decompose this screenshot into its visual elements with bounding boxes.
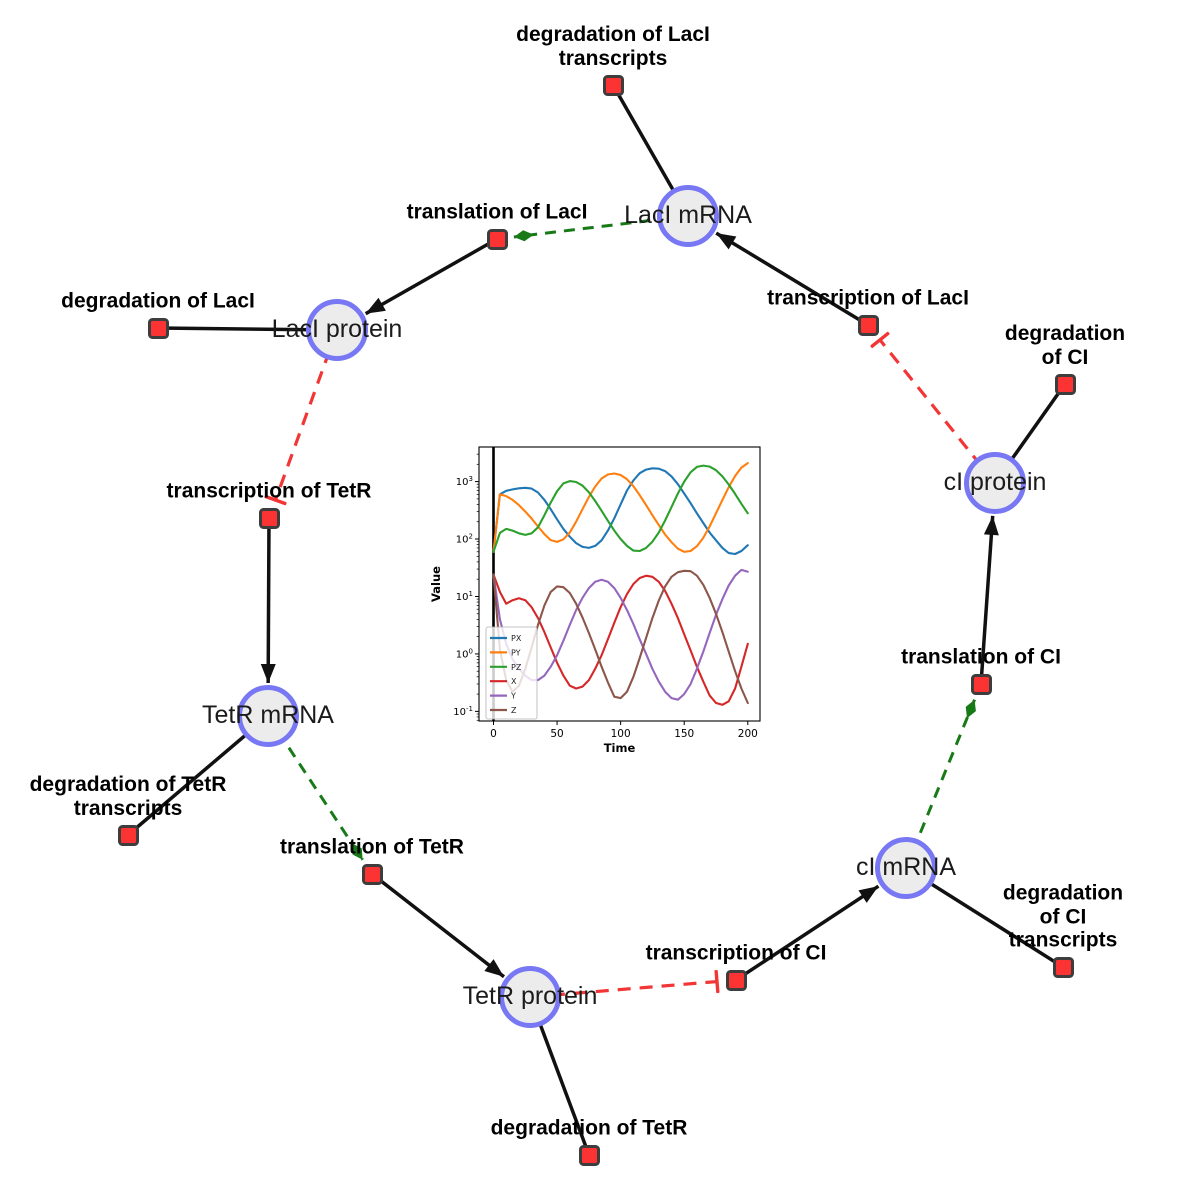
chart-curve-py <box>492 462 749 553</box>
reaction-node-translation-laci <box>486 228 508 250</box>
reaction-label-transcription-ci: transcription of CI <box>645 941 827 965</box>
reaction-node-deg-ci <box>1054 373 1076 395</box>
chart-ylabel: Value <box>429 566 443 602</box>
reaction-node-transcription-laci <box>857 314 879 336</box>
reaction-node-translation-ci <box>970 673 992 695</box>
species-label-ci-protein: cI protein <box>943 467 1047 496</box>
legend-label-y: Y <box>510 692 516 701</box>
x-tick-label: 0 <box>490 728 497 740</box>
reaction-node-deg-ci-transcripts <box>1052 956 1074 978</box>
chart-curve-x <box>492 573 749 706</box>
reaction-label-deg-laci: degradation of LacI <box>61 289 255 313</box>
y-tick-label: 101 <box>456 590 473 603</box>
edge-arrow-translation-ci-to-ci-protein <box>979 515 999 685</box>
reaction-label-deg-laci-transcripts: degradation of LacI transcripts <box>516 22 710 70</box>
edge-arrow-translation-laci-to-laci-protein <box>364 237 498 316</box>
species-label-laci-protein: LacI protein <box>271 314 403 343</box>
x-tick-label: 200 <box>738 728 758 740</box>
reaction-node-deg-laci-transcripts <box>602 74 624 96</box>
species-label-tetr-mrna: TetR mRNA <box>202 700 334 729</box>
species-label-tetr-protein: TetR protein <box>462 981 598 1010</box>
reaction-node-deg-tetr <box>578 1144 600 1166</box>
legend-label-z: Z <box>511 706 517 715</box>
edge-arrow-transcription-tetr-to-tetr-mrna <box>260 517 276 684</box>
reaction-node-transcription-ci <box>725 969 747 991</box>
inset-timeseries-chart: 0 50 100 150 200 10-1 100 101 102 103 Time Value PX P… <box>429 446 761 755</box>
reaction-label-deg-ci: degradation of CI <box>1004 321 1126 369</box>
reaction-label-translation-ci: translation of CI <box>901 645 1061 669</box>
edge-inhibition-tetr-protein-to-transcription-ci <box>529 970 720 999</box>
species-node-laci-protein <box>306 299 368 361</box>
species-node-tetr-protein <box>499 966 561 1028</box>
species-node-laci-mrna <box>657 185 719 247</box>
x-tick-label: 50 <box>550 728 563 740</box>
y-tick-label: 100 <box>456 647 473 660</box>
chart-curve-px <box>492 467 749 556</box>
x-tick-label: 100 <box>611 728 631 740</box>
reaction-node-transcription-tetr <box>258 507 280 529</box>
reaction-label-deg-tetr-transcripts: degradation of TetR transcripts <box>29 772 227 820</box>
edge-arrow-transcription-ci-to-ci-mrna <box>735 884 880 982</box>
legend-label-px: PX <box>511 634 522 643</box>
legend-label-py: PY <box>511 648 521 657</box>
reaction-label-deg-tetr: degradation of TetR <box>490 1116 688 1140</box>
edge-arrow-transcription-laci-to-laci-mrna <box>715 231 869 327</box>
reaction-label-translation-laci: translation of LacI <box>406 200 588 224</box>
y-tick-label: 103 <box>456 475 473 488</box>
species-label-ci-mrna: cI mRNA <box>856 852 956 881</box>
chart-axes-frame <box>478 446 761 722</box>
edge-arrow-translation-tetr-to-tetr-protein <box>370 872 506 979</box>
reaction-label-transcription-tetr: transcription of TetR <box>166 479 372 503</box>
species-node-tetr-mrna <box>237 685 299 747</box>
species-label-laci-mrna: LacI mRNA <box>624 200 752 229</box>
species-node-ci-mrna <box>875 837 937 899</box>
y-tick-label: 10-1 <box>453 705 473 718</box>
reaction-label-translation-tetr: translation of TetR <box>280 835 464 859</box>
legend-label-x: X <box>511 677 517 686</box>
reaction-node-deg-tetr-transcripts <box>117 824 139 846</box>
x-tick-label: 150 <box>674 728 694 740</box>
legend-label-pz: PZ <box>511 663 522 672</box>
species-node-ci-protein <box>964 452 1026 514</box>
y-tick-label: 102 <box>456 533 473 546</box>
chart-curve-pz <box>492 464 749 553</box>
reaction-node-translation-tetr <box>361 863 383 885</box>
reaction-node-deg-laci <box>147 317 169 339</box>
reaction-label-transcription-laci: transcription of LacI <box>767 286 969 310</box>
chart-xlabel: Time <box>604 741 636 755</box>
reaction-label-deg-ci-transcripts: degradation of CI transcripts <box>1002 881 1124 952</box>
